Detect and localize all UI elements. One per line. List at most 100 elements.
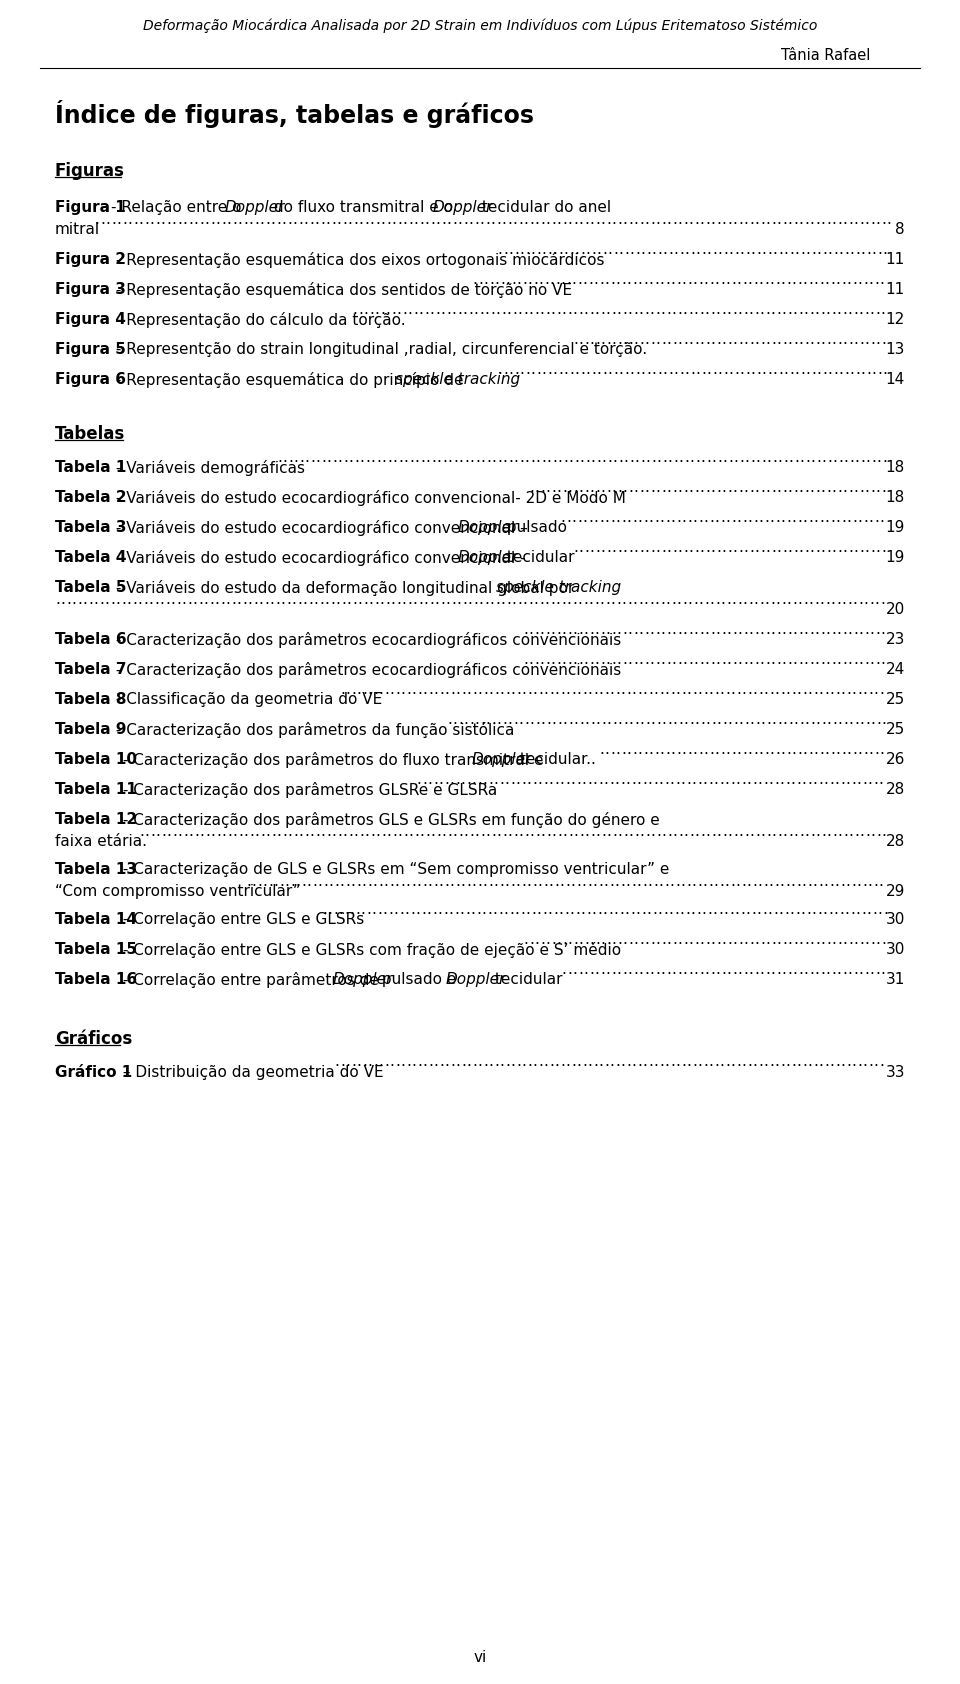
Text: .: . (821, 539, 826, 554)
Text: .: . (821, 480, 826, 495)
Text: .: . (420, 450, 425, 465)
Text: .: . (709, 652, 715, 667)
Text: .: . (862, 771, 867, 786)
Text: .: . (592, 771, 597, 786)
Text: .: . (554, 771, 559, 786)
Text: .: . (188, 212, 193, 227)
Text: .: . (444, 874, 449, 889)
Text: .: . (831, 480, 836, 495)
Text: .: . (694, 212, 699, 227)
Text: .: . (128, 212, 132, 227)
Text: .: . (588, 771, 592, 786)
Text: 14: 14 (886, 372, 905, 387)
Text: .: . (686, 682, 691, 697)
Text: .: . (647, 874, 653, 889)
Text: .: . (586, 241, 590, 256)
Text: .: . (871, 539, 876, 554)
Text: .: . (611, 652, 615, 667)
Text: .: . (595, 332, 600, 347)
Text: .: . (204, 591, 208, 606)
Text: .: . (597, 901, 602, 916)
Text: .: . (779, 241, 783, 256)
Text: .: . (496, 212, 501, 227)
Text: .: . (723, 241, 728, 256)
Text: .: . (524, 712, 529, 726)
Text: .: . (623, 332, 628, 347)
Text: .: . (759, 652, 764, 667)
Text: .: . (95, 212, 100, 227)
Text: .: . (521, 682, 527, 697)
Text: .: . (863, 1054, 868, 1069)
Text: “Com compromisso ventricular”: “Com compromisso ventricular” (55, 884, 305, 899)
Text: .: . (611, 591, 615, 606)
Text: .: . (730, 874, 734, 889)
Text: .: . (819, 741, 824, 756)
Text: .: . (709, 271, 714, 286)
Text: .: . (567, 962, 572, 977)
Text: .: . (818, 771, 823, 786)
Text: .: . (406, 682, 411, 697)
Text: .: . (747, 771, 752, 786)
Text: .: . (216, 212, 221, 227)
Text: .: . (790, 874, 796, 889)
Text: .: . (139, 212, 144, 227)
Text: .: . (685, 901, 690, 916)
Text: .: . (534, 621, 539, 637)
Text: .: . (831, 332, 837, 347)
Text: .: . (825, 510, 829, 524)
Text: .: . (610, 1054, 614, 1069)
Text: .: . (665, 741, 670, 756)
Text: .: . (882, 712, 887, 726)
Text: .: . (612, 823, 616, 839)
Text: .: . (434, 682, 439, 697)
Text: .: . (560, 1054, 565, 1069)
Text: .: . (793, 212, 798, 227)
Text: .: . (881, 332, 886, 347)
Text: .: . (725, 1054, 730, 1069)
Text: .: . (626, 1054, 631, 1069)
Text: .: . (840, 771, 845, 786)
Text: .: . (761, 241, 767, 256)
Text: .: . (821, 931, 826, 946)
Text: .: . (864, 962, 869, 977)
Text: .: . (749, 621, 754, 637)
Text: .: . (881, 212, 886, 227)
Text: .: . (436, 823, 441, 839)
Text: .: . (855, 362, 860, 377)
Text: .: . (812, 874, 817, 889)
Text: .: . (622, 962, 627, 977)
Text: .: . (539, 591, 544, 606)
Text: Tabela 2: Tabela 2 (55, 490, 127, 505)
Text: .: . (782, 712, 787, 726)
Text: .: . (845, 901, 850, 916)
Text: .: . (795, 901, 800, 916)
Text: .: . (689, 823, 694, 839)
Text: .: . (831, 539, 837, 554)
Text: .: . (873, 771, 878, 786)
Text: .: . (656, 823, 660, 839)
Text: .: . (453, 450, 458, 465)
Text: .: . (110, 591, 115, 606)
Text: .: . (860, 712, 865, 726)
Text: .: . (552, 450, 557, 465)
Text: .: . (698, 510, 703, 524)
Text: .: . (798, 591, 803, 606)
Text: .: . (737, 621, 742, 637)
Text: .: . (797, 741, 803, 756)
Text: .: . (831, 931, 836, 946)
Text: .: . (321, 823, 325, 839)
Text: .: . (166, 212, 171, 227)
Text: .: . (739, 712, 744, 726)
Text: .: . (629, 712, 634, 726)
Text: .: . (606, 652, 611, 667)
Text: .: . (829, 1054, 834, 1069)
Text: .: . (683, 652, 687, 667)
Text: .: . (252, 874, 256, 889)
Text: .: . (791, 271, 797, 286)
Text: .: . (621, 1054, 626, 1069)
Text: .: . (479, 301, 484, 317)
Text: .: . (766, 480, 771, 495)
Text: .: . (828, 241, 832, 256)
Text: .: . (631, 874, 636, 889)
Text: .: . (422, 1054, 427, 1069)
